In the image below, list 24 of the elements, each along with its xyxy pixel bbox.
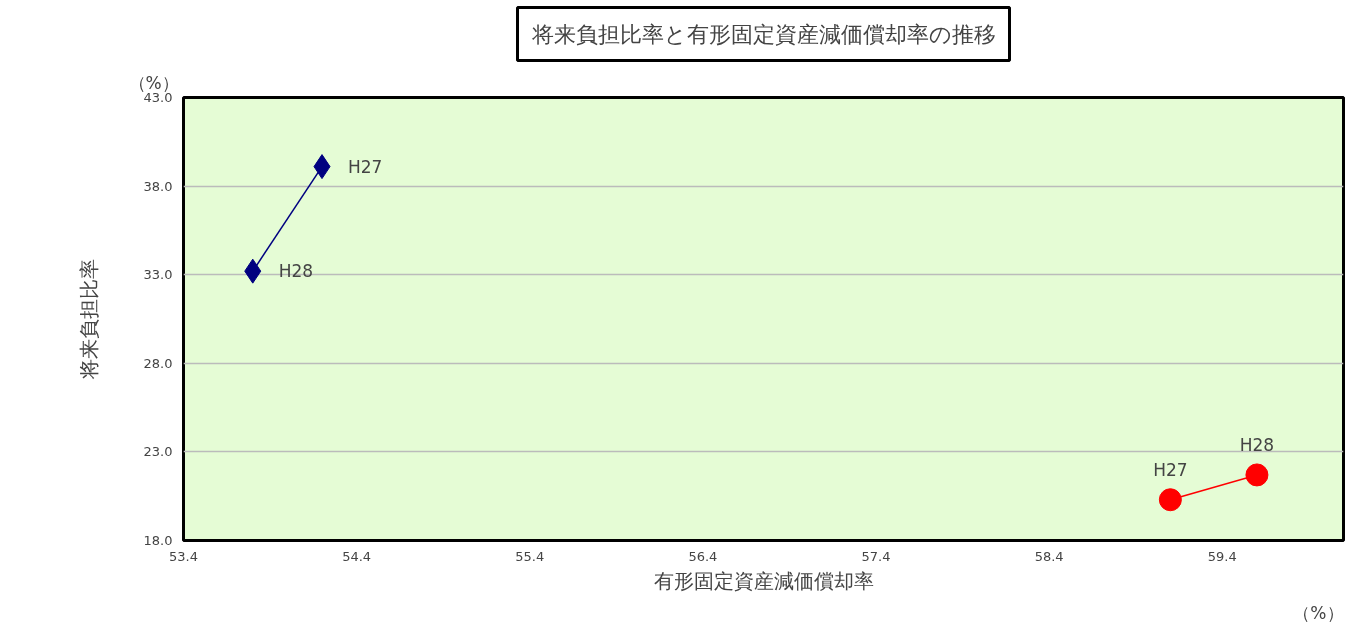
x-tick-label: 54.4 xyxy=(342,548,372,564)
text: （%） xyxy=(128,72,179,93)
x-tick-label: 56.4 xyxy=(688,548,718,564)
y-tick-label: 18.0 xyxy=(143,533,173,548)
x-tick-label: 53.4 xyxy=(169,548,198,564)
point xyxy=(1158,488,1182,512)
text: （%） xyxy=(1293,602,1344,623)
y-tick-label: 23.0 xyxy=(143,444,173,460)
annotation: H28 xyxy=(278,261,314,282)
y-tick-label: 28.0 xyxy=(143,355,173,371)
y-tick-label: 38.0 xyxy=(143,178,173,194)
x-tick-label: 59.4 xyxy=(1207,548,1237,564)
x-tick-label: 58.4 xyxy=(1034,548,1064,564)
annotation: H27 xyxy=(348,156,383,177)
y-tick-label: 33.0 xyxy=(143,267,173,283)
x-tick-label: 55.4 xyxy=(515,548,545,564)
annotation: H27 xyxy=(1153,459,1188,480)
x-axis-title: 有形固定資産減価償却率 xyxy=(653,568,874,593)
y-tick-label: 43.0 xyxy=(143,90,173,105)
y-axis-title: 将来負担比率 xyxy=(76,259,101,380)
point xyxy=(1245,463,1269,487)
x-tick-label: 57.4 xyxy=(861,548,891,564)
chart-title: 将来負担比率と有形固定資産減価償却率の推移 xyxy=(530,21,996,47)
annotation: H28 xyxy=(1239,434,1275,455)
